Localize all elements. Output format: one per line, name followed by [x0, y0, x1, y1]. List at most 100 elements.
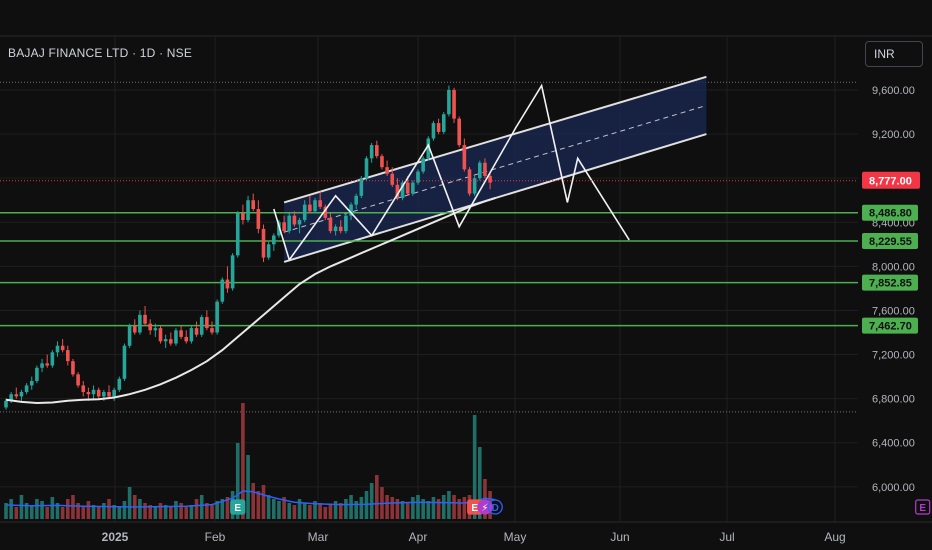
candle-body [29, 381, 34, 386]
volume-bar [19, 495, 24, 519]
volume-bar [333, 501, 338, 519]
volume-bar [385, 495, 389, 519]
y-tick-label: 7,200.00 [872, 350, 915, 362]
volume-bar [220, 499, 225, 519]
volume-bar [457, 499, 461, 519]
volume-bar [344, 499, 348, 519]
support-label: 7,462.70 [869, 321, 912, 333]
volume-bar [472, 415, 477, 519]
candle-body [86, 392, 91, 395]
volume-bar [411, 497, 415, 519]
candle-body [96, 389, 101, 397]
event-marker-label: E [471, 503, 478, 514]
candle-body [35, 367, 39, 381]
candle-body [436, 123, 441, 132]
candle-body [251, 200, 255, 210]
candle-body [338, 226, 343, 232]
x-tick-label: Jul [719, 530, 734, 544]
candle-body [220, 279, 225, 302]
volume-bar [235, 443, 240, 519]
event-markers[interactable]: E E ⚡ D E [230, 499, 931, 515]
dividend-marker [487, 499, 503, 515]
candle-body [421, 158, 425, 172]
volume-bar [292, 505, 297, 519]
volume-bar [390, 497, 395, 519]
candle-body [246, 200, 250, 221]
support-label-bg [862, 317, 918, 334]
candle-body [426, 138, 431, 159]
y-tick-label: 9,600.00 [872, 85, 915, 97]
channel-middle-line [283, 104, 707, 233]
currency-button[interactable]: INR [865, 41, 923, 67]
volume-bar [66, 499, 70, 519]
candle-body [4, 400, 8, 408]
volume-bar [354, 501, 358, 519]
trend-channel[interactable] [283, 75, 707, 263]
x-tick-label: May [504, 530, 527, 544]
volume-bar [205, 503, 209, 519]
volume-bar [50, 497, 55, 519]
volume-bar [60, 507, 65, 519]
volume-ma-line [5, 490, 496, 508]
support-lines[interactable] [0, 211, 858, 327]
y-tick-label: 6,000.00 [872, 482, 915, 494]
candle-body [452, 90, 456, 119]
event-marker-label: E [234, 503, 241, 514]
volume-bar [169, 507, 173, 519]
y-tick-label: 6,400.00 [872, 438, 915, 450]
volume-bar [179, 503, 183, 519]
candle-body [318, 200, 322, 207]
volume-bar [45, 507, 49, 519]
candle-body [71, 361, 75, 375]
candle-body [122, 345, 127, 379]
volume-bar [127, 487, 132, 519]
y-tick-label: 9,200.00 [872, 129, 915, 141]
candle-body [333, 226, 338, 232]
volume-bar [462, 497, 467, 519]
candle-body [174, 330, 178, 344]
time-axis[interactable]: 2025 Feb Mar Apr May Jun Jul Aug [0, 521, 932, 544]
volume-bar [375, 475, 379, 519]
volume-bar [251, 483, 255, 519]
volume-bar [266, 495, 271, 519]
volume-bar [426, 501, 431, 519]
candle-body [50, 352, 55, 366]
support-label: 8,486.80 [869, 208, 912, 220]
candle-body [117, 378, 122, 390]
volume-bar [364, 491, 369, 519]
volume-bar [14, 507, 19, 519]
volume-bar [112, 505, 116, 519]
volume-bar [107, 499, 111, 519]
candle-body [277, 222, 281, 236]
candle-body [19, 392, 24, 397]
volume-bar [76, 503, 80, 519]
candle-body [184, 336, 189, 342]
event-marker-label: E [919, 503, 926, 514]
candle-body [76, 374, 80, 386]
volume-bar [96, 507, 101, 519]
volume-bar [138, 499, 142, 519]
volume-bar [400, 501, 405, 519]
candle-body [102, 392, 106, 397]
candle-body [416, 171, 420, 183]
symbol-title: BAJAJ FINANCE LTD · 1D · NSE [8, 46, 193, 60]
event-marker-label: D [492, 503, 499, 514]
volume-bar [431, 497, 436, 519]
candle-body [328, 217, 333, 232]
candle-body [375, 145, 379, 157]
candle-body [282, 222, 286, 232]
volume-bar [421, 499, 425, 519]
zigzag-pattern[interactable] [273, 83, 630, 262]
volume-bar [256, 491, 261, 519]
candle-body [60, 345, 65, 351]
price-axis[interactable]: 9,600.009,200.008,800.008,400.008,000.00… [0, 85, 920, 494]
candle-body [230, 255, 235, 289]
candle-body [199, 317, 204, 335]
moving-average [5, 197, 496, 405]
candle-body [400, 182, 405, 199]
candle-body [472, 178, 477, 194]
candle-body [380, 156, 384, 168]
x-tick-label: Apr [409, 530, 428, 544]
volume-bar [163, 505, 168, 519]
